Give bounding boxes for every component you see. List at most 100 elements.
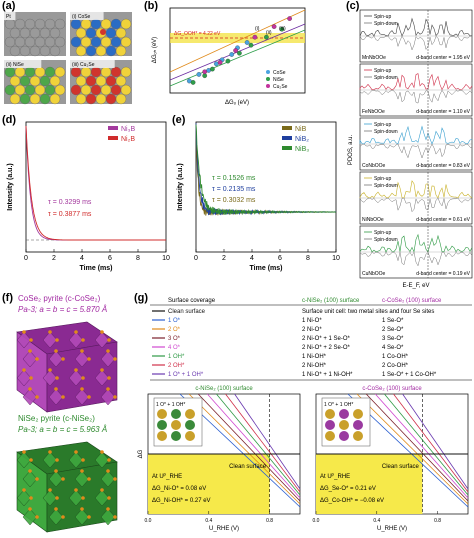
panel-a-atom bbox=[19, 93, 31, 105]
panel-f-se-atom bbox=[100, 450, 104, 454]
panel-g-inset-label: 1 O* + 1 OH* bbox=[156, 402, 185, 408]
panel-f-se-atom bbox=[48, 450, 52, 454]
panel-a-atom bbox=[29, 93, 41, 105]
panel-c-spin-up-trace bbox=[359, 17, 473, 37]
x-tick-label: 6 bbox=[108, 255, 112, 262]
panel-f-se-atom bbox=[54, 507, 58, 511]
panel-a-tile-label: (iii) Cu₂Se bbox=[72, 62, 95, 68]
panel-g-row-cose: 1 Se-O* bbox=[382, 318, 404, 324]
panel-g-inset-atom bbox=[157, 420, 167, 430]
panel-a-tile-1: (i) CoSe bbox=[70, 12, 132, 57]
panel-a-atom bbox=[14, 84, 26, 96]
panel-g-row-nise: 2 Ni-O* + 2 Se-O* bbox=[302, 345, 351, 351]
panel-a-atom bbox=[75, 45, 87, 57]
panel-g-inset-atom bbox=[185, 431, 195, 441]
panel-a-atom bbox=[100, 66, 112, 78]
panel-a-tile-label-bg bbox=[4, 12, 16, 20]
panel-c-spin-up-label: Spin-up bbox=[374, 14, 391, 20]
panel-a-atom bbox=[44, 18, 56, 30]
panel-g-inset-label: 1 O* + 1 OH* bbox=[324, 402, 353, 408]
panel-g-left-plot: c-NiSe₂ (100) surface 1 O* + 1 OH* Clean s… bbox=[138, 386, 301, 532]
panel-f-se-atom bbox=[107, 338, 111, 342]
panel-f-se-atom bbox=[29, 376, 33, 380]
panel-g-inset-atom bbox=[339, 431, 349, 441]
panel-a-atom bbox=[29, 45, 41, 57]
panel-g-clean-label: Clean surface bbox=[229, 464, 267, 470]
panel-d-ylabel: Intensity (a.u.) bbox=[7, 163, 14, 210]
panel-f-se-atom bbox=[81, 458, 85, 462]
panel-a-atom bbox=[115, 75, 127, 87]
legend-ni2b-label: Ni₂B bbox=[121, 136, 135, 143]
panel-f-top-title: CoSe₂ pyrite (c-CoSe₂) bbox=[18, 294, 101, 303]
panel-f-se-atom bbox=[87, 395, 91, 399]
panel-e-ticks: 0 2 4 6 8 10 bbox=[194, 249, 340, 262]
panel-f-crystal bbox=[16, 441, 118, 533]
panel-a-tile-label-bg bbox=[70, 60, 115, 68]
decay-curve-NiB3 bbox=[195, 124, 337, 216]
panel-g-row-cose: 4 Se-O* bbox=[382, 345, 404, 351]
panel-d-axes bbox=[25, 121, 167, 253]
panel-a-atom bbox=[24, 84, 36, 96]
panel-c-spin-down-label: Spin-down bbox=[374, 129, 398, 135]
panel-g-row-coverage: 1 O* + 1 OH* bbox=[168, 372, 204, 378]
panel-g-energy-line bbox=[197, 393, 301, 502]
panel-f-se-atom bbox=[74, 330, 78, 334]
panel-a: (a) Pt (i) CoSe (ii) NiSe (iii) Cu₂Se bbox=[0, 0, 136, 108]
panel-e-decay-chart: 0 2 4 6 8 10 NiB NiB₂ NiB₃ τ = 0.1526 ms τ = … bbox=[177, 121, 340, 272]
panel-f-se-atom bbox=[22, 368, 26, 372]
panel-f-se-atom bbox=[55, 338, 59, 342]
x-tick-label: 8 bbox=[306, 255, 310, 262]
panel-g-energy-line bbox=[375, 393, 469, 499]
panel-a-atom bbox=[44, 36, 56, 48]
panel-g-row-cose: 1 Co-OH* bbox=[382, 354, 409, 360]
legend-nib2-label: NiB₂ bbox=[295, 136, 309, 143]
panel-c-spin-down-label: Spin-down bbox=[374, 183, 398, 189]
panel-g-row-cose: 2 Se-O* bbox=[382, 327, 404, 333]
panel-g-inset-atom bbox=[339, 420, 349, 430]
panel-g-value-2: ΔG_Co-OH* = −0.08 eV bbox=[320, 498, 384, 504]
panel-f-se-atom bbox=[74, 488, 78, 492]
panel-g-inset-atom bbox=[353, 420, 363, 430]
panel-d-ticks: 0 2 4 6 8 10 bbox=[24, 249, 170, 262]
panel-c-row-center: d-band center = 1.95 eV bbox=[416, 55, 470, 61]
panel-a-atom bbox=[70, 18, 82, 30]
panel-b-numeral-iii: (iii) bbox=[279, 26, 286, 32]
panel-a-atom bbox=[4, 66, 16, 78]
panel-g-row-coverage: 2 OH* bbox=[168, 363, 185, 369]
panel-a-atom bbox=[19, 27, 31, 39]
panel-a-atom bbox=[4, 18, 16, 30]
panel-a-atom bbox=[115, 27, 127, 39]
panel-g-xtick-label: 0.8 bbox=[434, 518, 441, 524]
panel-a-atom bbox=[105, 45, 117, 57]
legend-nib3-label: NiB₃ bbox=[295, 146, 309, 153]
panel-a-atom bbox=[9, 45, 21, 57]
panel-g-surface-table-and-plots: Surface coverage c-NiSe₂ (100) surface c… bbox=[138, 298, 472, 532]
panel-a-atom bbox=[85, 27, 97, 39]
panel-g-row-coverage: 3 O* bbox=[168, 336, 181, 342]
legend-cu2se-label: Cu₂Se bbox=[273, 84, 288, 90]
panel-a-tile-2: (ii) NiSe bbox=[4, 60, 66, 105]
panel-g-energy-line bbox=[216, 393, 301, 496]
panel-b-label: (b) bbox=[144, 0, 159, 12]
panel-f-se-atom bbox=[107, 458, 111, 462]
panel-a-atom bbox=[29, 75, 41, 87]
panel-e-tau-3: τ = 0.3032 ms bbox=[212, 197, 256, 204]
panel-d-curves bbox=[25, 125, 166, 241]
panel-g-inset-atom bbox=[353, 431, 363, 441]
panel-g-row-cose: 2 Co-OH* bbox=[382, 363, 409, 369]
legend-nib2-marker bbox=[282, 136, 292, 140]
panel-g-inset-atom bbox=[171, 409, 181, 419]
panel-e-tau-2: τ = 0.2135 ms bbox=[212, 186, 256, 193]
panel-g-row-coverage: Clean surface bbox=[168, 309, 206, 315]
panel-d: (d) 0 2 4 6 8 10 Ni₃B Ni₂B τ = 0.3299 ms τ = … bbox=[0, 112, 170, 282]
panel-a-atom bbox=[100, 18, 112, 30]
panel-f-se-atom bbox=[106, 507, 110, 511]
panel-d-xlabel: Time (ms) bbox=[80, 265, 113, 272]
panel-a-tile-label: (ii) NiSe bbox=[6, 62, 24, 68]
panel-b-point-NiSe bbox=[279, 26, 285, 32]
panel-a-atom bbox=[100, 84, 112, 96]
panel-a-atom bbox=[90, 66, 102, 78]
panel-c-ylabel: PDOS, a.u. bbox=[348, 135, 354, 166]
